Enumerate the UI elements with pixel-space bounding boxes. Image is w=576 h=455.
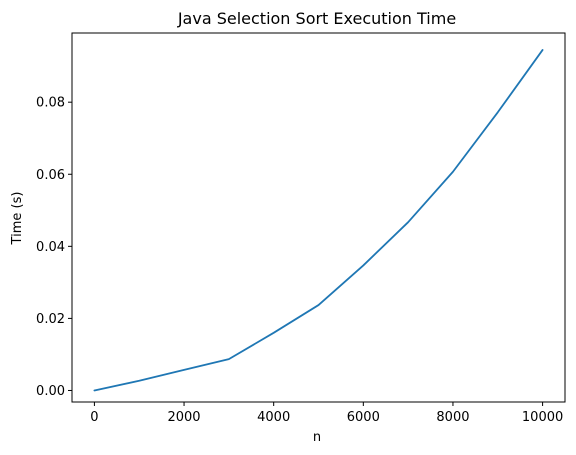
x-tick-label: 4000 [257, 410, 290, 425]
x-axis-label: n [313, 430, 321, 445]
series-line-0 [93, 49, 544, 392]
y-tick-label: 0.06 [36, 168, 65, 183]
x-axis: 0 2000 4000 6000 8000 10000 [90, 402, 563, 425]
y-tick-label: 0.00 [36, 384, 65, 399]
x-tick-label: 2000 [167, 410, 200, 425]
plot-frame [71, 32, 566, 403]
x-tick-label: 8000 [436, 410, 469, 425]
plot-area [93, 49, 544, 392]
x-tick-label: 6000 [347, 410, 380, 425]
x-tick-label: 0 [90, 410, 98, 425]
chart-title: Java Selection Sort Execution Time [177, 9, 456, 28]
y-axis-label: Time (s) [10, 192, 25, 246]
y-tick-label: 0.02 [36, 312, 65, 327]
y-tick-label: 0.04 [36, 240, 65, 255]
y-tick-label: 0.08 [36, 96, 65, 111]
y-axis: 0.00 0.02 0.04 0.06 0.08 [36, 96, 72, 399]
x-tick-label: 10000 [522, 410, 563, 425]
